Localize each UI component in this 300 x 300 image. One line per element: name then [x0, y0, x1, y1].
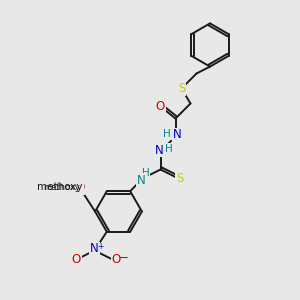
Text: O: O	[75, 181, 84, 194]
Text: H: H	[165, 144, 173, 154]
Text: N: N	[136, 173, 146, 187]
Text: methoxy: methoxy	[37, 182, 83, 193]
Text: +: +	[97, 242, 103, 251]
Text: H: H	[163, 129, 171, 139]
Text: O: O	[156, 100, 165, 113]
Text: −: −	[119, 250, 129, 264]
Text: N: N	[154, 143, 164, 157]
Text: S: S	[176, 172, 184, 185]
Text: N: N	[172, 128, 182, 142]
Text: O: O	[72, 253, 81, 266]
Text: H: H	[142, 168, 149, 178]
Text: O: O	[112, 253, 121, 266]
Text: S: S	[178, 82, 185, 95]
Text: methoxy: methoxy	[43, 183, 80, 192]
Text: N: N	[90, 242, 99, 256]
